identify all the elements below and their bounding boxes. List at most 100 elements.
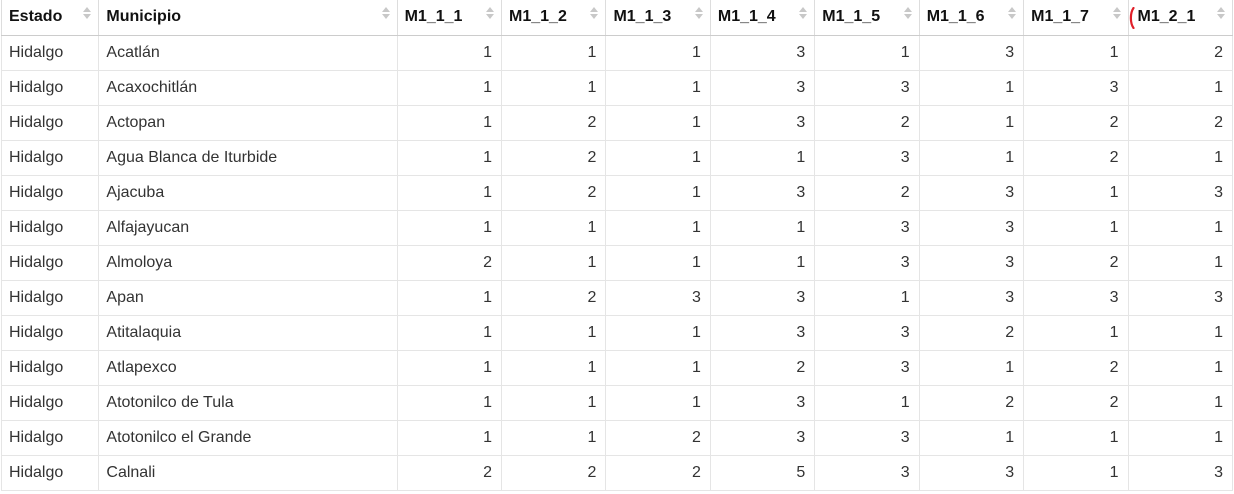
- table-row[interactable]: Hidalgo Apan 1 2 3 3 1 3 3 3: [0, 280, 1234, 316]
- cell-m1-2-1: 1: [1128, 385, 1234, 421]
- cell-m1-1-3: 1: [605, 70, 711, 106]
- cell-m1-1-4: 1: [710, 210, 816, 246]
- cell-m1-1-3: 1: [605, 210, 711, 246]
- column-header-label: M1_1_1: [404, 8, 463, 26]
- sort-arrows-icon[interactable]: [1007, 5, 1017, 21]
- cell-m1-1-2: 1: [501, 245, 607, 281]
- column-header-label: M1_1_6: [926, 8, 985, 26]
- cell-m1-1-1: 1: [397, 385, 503, 421]
- cell-estado: Hidalgo: [0, 35, 100, 71]
- cell-m1-1-6: 1: [919, 350, 1025, 386]
- cell-estado: Hidalgo: [0, 315, 100, 351]
- cell-municipio: Atotonilco de Tula: [98, 385, 398, 421]
- cell-m1-1-1: 1: [397, 280, 503, 316]
- table-row[interactable]: Hidalgo Atitalaquia 1 1 1 3 3 2 1 1: [0, 315, 1234, 351]
- table-row[interactable]: Hidalgo Ajacuba 1 2 1 3 2 3 1 3: [0, 175, 1234, 211]
- column-header-label: Municipio: [106, 8, 182, 26]
- cell-m1-1-1: 2: [397, 455, 503, 491]
- cell-m1-1-3: 1: [605, 245, 711, 281]
- cell-m1-1-7: 2: [1023, 385, 1129, 421]
- column-header-estado[interactable]: Estado: [0, 0, 100, 36]
- cell-m1-1-5: 2: [814, 175, 920, 211]
- table-header: Estado Municipio M1_1_1 M1_1_2 M1_1_3 M1_1_4 M…: [0, 0, 1234, 36]
- cell-m1-1-5: 1: [814, 280, 920, 316]
- cell-m1-1-7: 1: [1023, 420, 1129, 456]
- sort-arrows-icon[interactable]: [1112, 5, 1122, 21]
- column-header-municipio[interactable]: Municipio: [98, 0, 398, 36]
- table-row[interactable]: Hidalgo Actopan 1 2 1 3 2 1 2 2: [0, 105, 1234, 141]
- table-row[interactable]: Hidalgo Calnali 2 2 2 5 3 3 1 3: [0, 455, 1234, 491]
- cell-estado: Hidalgo: [0, 455, 100, 491]
- cell-municipio: Alfajayucan: [98, 210, 398, 246]
- sort-arrows-icon[interactable]: [485, 5, 495, 21]
- table-row[interactable]: Hidalgo Atotonilco de Tula 1 1 1 3 1 2 2 1: [0, 385, 1234, 421]
- cell-m1-1-4: 3: [710, 35, 816, 71]
- cell-municipio: Acatlán: [98, 35, 398, 71]
- cell-m1-1-6: 3: [919, 280, 1025, 316]
- cell-m1-1-3: 1: [605, 175, 711, 211]
- cell-m1-1-6: 2: [919, 385, 1025, 421]
- cell-m1-1-2: 2: [501, 140, 607, 176]
- cell-m1-1-7: 3: [1023, 280, 1129, 316]
- cell-m1-2-1: 1: [1128, 210, 1234, 246]
- table-row[interactable]: Hidalgo Almoloya 2 1 1 1 3 3 2 1: [0, 245, 1234, 281]
- cell-m1-2-1: 3: [1128, 280, 1234, 316]
- cell-m1-1-1: 1: [397, 210, 503, 246]
- sort-arrows-icon[interactable]: [589, 5, 599, 21]
- sort-arrows-icon[interactable]: [1216, 5, 1226, 21]
- cell-m1-1-1: 1: [397, 420, 503, 456]
- cell-m1-1-1: 2: [397, 245, 503, 281]
- column-header-m1-1-3[interactable]: M1_1_3: [605, 0, 711, 36]
- cell-m1-1-4: 5: [710, 455, 816, 491]
- cell-m1-1-2: 1: [501, 350, 607, 386]
- cell-m1-2-1: 1: [1128, 420, 1234, 456]
- cell-m1-1-7: 1: [1023, 210, 1129, 246]
- column-header-m1-1-1[interactable]: M1_1_1: [397, 0, 503, 36]
- sort-arrows-icon[interactable]: [798, 5, 808, 21]
- sort-arrows-icon[interactable]: [381, 5, 391, 21]
- cell-m1-1-3: 1: [605, 315, 711, 351]
- cell-municipio: Atitalaquia: [98, 315, 398, 351]
- table-body: Hidalgo Acatlán 1 1 1 3 1 3 1 2 Hidalgo Acaxochitlá…: [0, 35, 1234, 491]
- column-header-m1-2-1[interactable]: M1_2_1: [1128, 0, 1234, 36]
- table-row[interactable]: Hidalgo Acatlán 1 1 1 3 1 3 1 2: [0, 35, 1234, 71]
- column-header-m1-1-7[interactable]: M1_1_7: [1023, 0, 1129, 36]
- sort-arrows-icon[interactable]: [903, 5, 913, 21]
- table-row[interactable]: Hidalgo Acaxochitlán 1 1 1 3 3 1 3 1: [0, 70, 1234, 106]
- column-header-m1-1-6[interactable]: M1_1_6: [919, 0, 1025, 36]
- cell-m1-1-6: 1: [919, 105, 1025, 141]
- column-header-label: M1_2_1: [1137, 8, 1196, 26]
- cell-m1-1-3: 1: [605, 35, 711, 71]
- cell-m1-1-3: 3: [605, 280, 711, 316]
- column-header-m1-1-2[interactable]: M1_1_2: [501, 0, 607, 36]
- cell-municipio: Ajacuba: [98, 175, 398, 211]
- cell-m1-1-7: 2: [1023, 105, 1129, 141]
- table-row[interactable]: Hidalgo Alfajayucan 1 1 1 1 3 3 1 1: [0, 210, 1234, 246]
- cell-m1-1-5: 3: [814, 420, 920, 456]
- cell-m1-1-3: 1: [605, 350, 711, 386]
- sort-arrows-icon[interactable]: [82, 5, 92, 21]
- cell-municipio: Actopan: [98, 105, 398, 141]
- table-row[interactable]: Hidalgo Agua Blanca de Iturbide 1 2 1 1 3 1 2 1: [0, 140, 1234, 176]
- cell-m1-1-5: 1: [814, 385, 920, 421]
- cell-m1-1-6: 1: [919, 70, 1025, 106]
- cell-m1-1-4: 1: [710, 245, 816, 281]
- table-row[interactable]: Hidalgo Atlapexco 1 1 1 2 3 1 2 1: [0, 350, 1234, 386]
- cell-estado: Hidalgo: [0, 175, 100, 211]
- cell-m1-1-5: 3: [814, 315, 920, 351]
- cell-m1-1-5: 3: [814, 350, 920, 386]
- cell-m1-1-7: 1: [1023, 35, 1129, 71]
- cell-m1-2-1: 1: [1128, 245, 1234, 281]
- column-header-m1-1-4[interactable]: M1_1_4: [710, 0, 816, 36]
- cell-m1-2-1: 3: [1128, 455, 1234, 491]
- cell-m1-1-6: 3: [919, 245, 1025, 281]
- column-header-m1-1-5[interactable]: M1_1_5: [814, 0, 920, 36]
- cell-m1-1-5: 3: [814, 70, 920, 106]
- column-header-label: M1_1_4: [717, 8, 776, 26]
- sort-arrows-icon[interactable]: [694, 5, 704, 21]
- cell-m1-2-1: 1: [1128, 315, 1234, 351]
- cell-m1-1-2: 2: [501, 280, 607, 316]
- table-row[interactable]: Hidalgo Atotonilco el Grande 1 1 2 3 3 1 1 1: [0, 420, 1234, 456]
